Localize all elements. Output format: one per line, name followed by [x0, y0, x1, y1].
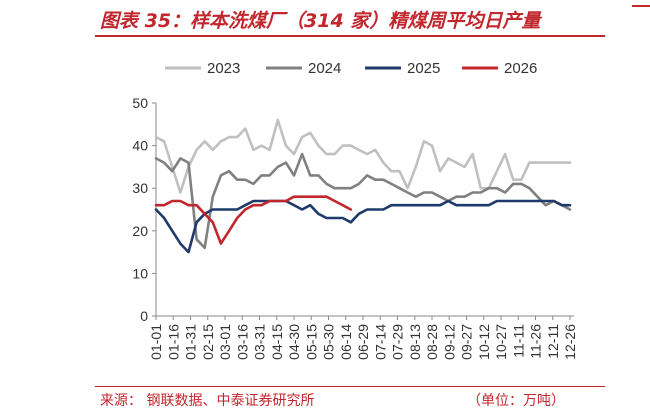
x-tick-label: 09-27 — [459, 324, 475, 360]
x-tick-label: 04-15 — [269, 324, 285, 360]
legend-label-2024: 2024 — [308, 60, 341, 77]
series-line-2023 — [154, 118, 572, 194]
x-tick-label: 02-15 — [200, 324, 216, 360]
x-tick-label: 03-16 — [234, 324, 250, 360]
x-tick-label: 05-15 — [303, 324, 319, 360]
x-tick-labels: 01-01 01-16 01-31 02-15 03-01 03-16 03-31 04-15… — [148, 324, 578, 360]
x-tick-label: 10-27 — [493, 324, 509, 360]
legend-label-2025: 2025 — [407, 60, 440, 77]
unit-note: （单位：万吨） — [467, 393, 565, 409]
x-tick-label: 05-30 — [321, 324, 337, 360]
series-line-2024 — [154, 152, 572, 250]
series-lines — [154, 118, 572, 254]
legend-label-2026: 2026 — [504, 60, 537, 77]
side-rule — [632, 5, 650, 7]
x-tick-label: 08-28 — [424, 324, 440, 360]
y-tick-label: 0 — [140, 308, 148, 324]
x-tick-label: 10-12 — [476, 324, 492, 360]
y-tick-label: 50 — [132, 95, 148, 111]
legend: 2023 2024 2025 2026 — [165, 60, 537, 77]
x-tick-label: 01-01 — [148, 324, 164, 360]
x-tick-label: 12-11 — [545, 324, 561, 359]
x-tick-label: 12-26 — [562, 324, 578, 360]
y-tick-label: 40 — [132, 138, 148, 154]
x-tick-label: 06-14 — [338, 324, 354, 360]
x-tick-label: 03-31 — [252, 324, 268, 360]
chart-title: 图表 35：样本洗煤厂（314 家）精煤周平均日产量 — [100, 10, 541, 32]
x-tick-label: 11-11 — [510, 324, 526, 358]
y-tick-label: 20 — [132, 223, 148, 239]
legend-label-2023: 2023 — [207, 60, 240, 77]
x-tick-label: 03-01 — [217, 324, 233, 360]
y-tick-label: 10 — [132, 265, 148, 281]
y-tick-label: 30 — [132, 180, 148, 196]
x-tick-label: 09-12 — [441, 324, 457, 360]
footer-rule — [95, 386, 605, 387]
x-tick-label: 11-26 — [528, 324, 544, 359]
x-tick-label: 07-29 — [390, 324, 406, 360]
source-note: 来源： 钢联数据、中泰证券研究所 — [100, 393, 315, 409]
x-tick-label: 04-30 — [286, 324, 302, 360]
x-tick-label: 06-29 — [355, 324, 371, 360]
x-tick-label: 08-13 — [407, 324, 423, 360]
x-tick-label: 01-31 — [183, 324, 199, 360]
y-tick-labels: 0 10 20 30 40 50 — [132, 95, 148, 324]
x-tick-label: 07-14 — [372, 324, 388, 360]
series-line-2026 — [154, 195, 353, 245]
series-line-2025 — [154, 199, 572, 254]
title-rule — [95, 35, 605, 37]
x-tick-label: 01-16 — [165, 324, 181, 360]
